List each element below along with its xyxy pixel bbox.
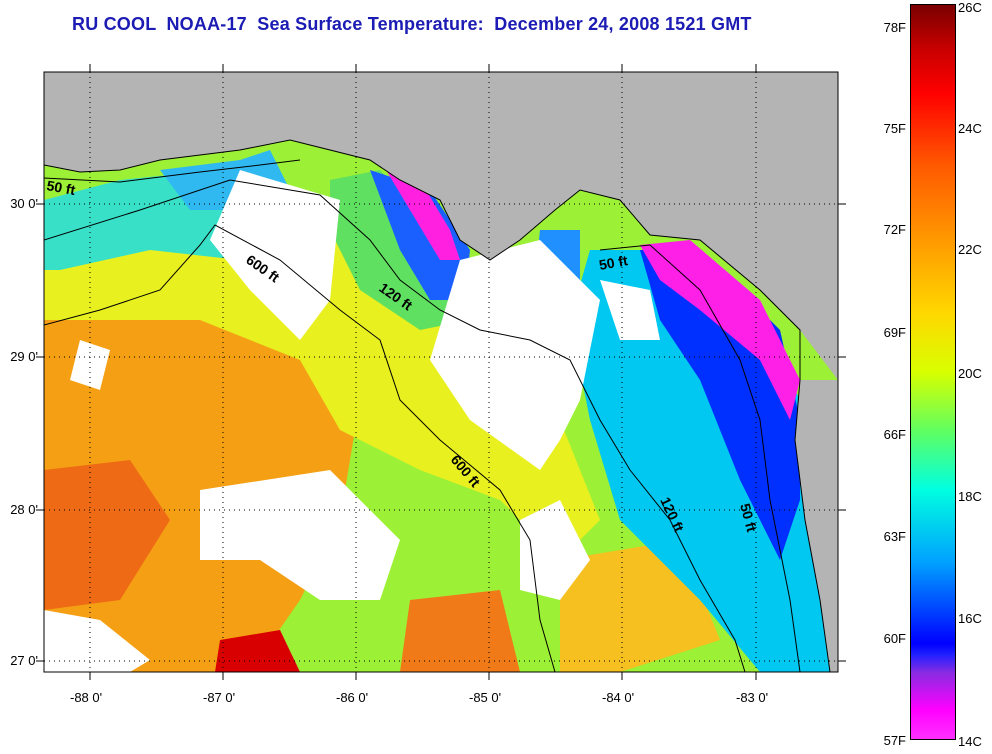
colorbar-fahrenheit-label: 69F <box>883 325 906 340</box>
colorbar-celsius-label: 18C <box>958 489 982 504</box>
temperature-colorbar <box>910 4 956 740</box>
warm-patch-south <box>400 590 520 672</box>
colorbar-celsius-label: 22C <box>958 242 982 257</box>
cloud-7 <box>70 340 110 390</box>
colorbar-fahrenheit-label: 72F <box>883 222 906 237</box>
blue-water-center <box>370 170 470 300</box>
latitude-label: 30 0' <box>10 196 38 211</box>
colorbar-fahrenheit-label: 60F <box>883 631 906 646</box>
yellow-band <box>44 230 600 560</box>
colorbar-fahrenheit-label: 75F <box>883 121 906 136</box>
cloud-5 <box>44 610 150 672</box>
longitude-label: -85 0' <box>469 690 502 705</box>
contour-label: 50 ft <box>45 177 76 198</box>
map-frame <box>43 71 839 673</box>
colorbar-fahrenheit-label: 57F <box>883 733 906 748</box>
hot-water-southwest <box>44 460 170 610</box>
cloud-1 <box>210 170 340 340</box>
contour-label: 50 ft <box>598 252 629 273</box>
east-magenta <box>640 240 800 420</box>
longitude-label: -87 0' <box>203 690 236 705</box>
cloud-2 <box>430 240 600 470</box>
cloud-4 <box>520 500 590 600</box>
latitude-label: 27 0' <box>10 653 38 668</box>
longitude-label: -83 0' <box>736 690 769 705</box>
longitude-label: -86 0' <box>336 690 369 705</box>
latitude-label: 28 0' <box>10 502 38 517</box>
colorbar-celsius-label: 24C <box>958 121 982 136</box>
coastline <box>44 139 831 672</box>
longitude-label: -88 0' <box>70 690 103 705</box>
contour-600ft <box>44 224 556 672</box>
contour-120ft <box>44 179 746 672</box>
contour-50ft-west <box>44 159 301 183</box>
colorbar-fahrenheit-label: 78F <box>883 20 906 35</box>
colorbar-celsius-label: 14C <box>958 734 982 749</box>
colorbar-celsius-label: 20C <box>958 366 982 381</box>
colorbar-fahrenheit-label: 66F <box>883 427 906 442</box>
colorbar-fahrenheit-label: 63F <box>883 529 906 544</box>
land-florida <box>795 380 838 672</box>
map-title: RU COOL NOAA-17 Sea Surface Temperature:… <box>72 14 752 34</box>
contour-50ft-east <box>599 244 801 672</box>
longitude-label: -84 0' <box>602 690 635 705</box>
cloud-6 <box>600 280 660 340</box>
ticks <box>36 64 846 680</box>
hot-spot-south <box>215 630 300 672</box>
colorbar-celsius-label: 16C <box>958 611 982 626</box>
colorbar-celsius-label: 26C <box>958 0 982 15</box>
contour-label: 50 ft <box>737 502 760 534</box>
cloud-3 <box>200 470 400 600</box>
magenta-coast-center <box>380 160 460 260</box>
graticule <box>44 72 838 672</box>
latitude-label: 29 0' <box>10 349 38 364</box>
